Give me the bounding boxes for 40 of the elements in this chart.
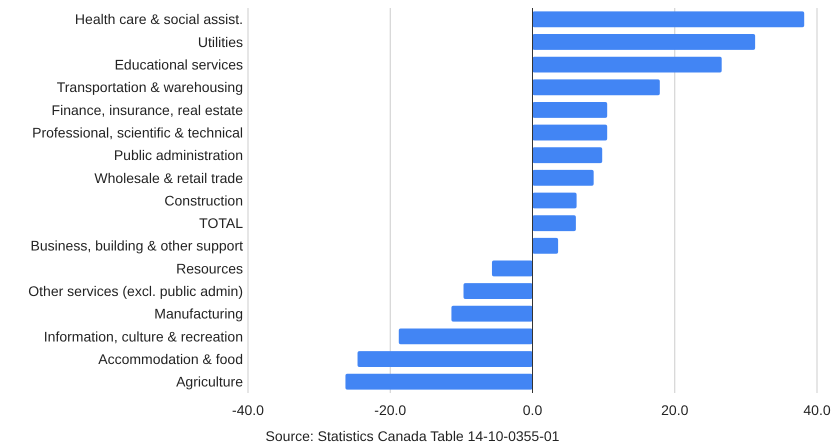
y-tick-label: Health care & social assist.: [74, 11, 243, 28]
bar: [532, 102, 608, 118]
bar: [532, 79, 660, 96]
bar: [532, 238, 558, 254]
x-tick-label: 20.0: [661, 402, 689, 418]
bar: [464, 283, 532, 300]
y-tick-label: Educational services: [114, 56, 243, 73]
bar: [345, 374, 532, 390]
bar: [532, 56, 722, 73]
bar: [532, 215, 576, 232]
y-tick-label: Construction: [164, 192, 243, 208]
bar: [532, 147, 602, 164]
y-tick-label: Resources: [176, 260, 243, 276]
y-tick-label: Finance, insurance, real estate: [52, 102, 244, 118]
y-tick-label: Manufacturing: [154, 306, 243, 322]
y-tick-label: Utilities: [198, 34, 243, 50]
y-tick-label: Public administration: [114, 147, 243, 164]
bar: [532, 192, 577, 208]
bar: [532, 124, 608, 140]
bar: [398, 328, 532, 344]
y-tick-label: Information, culture & recreation: [44, 328, 243, 344]
x-tick-label: 40.0: [803, 402, 831, 418]
bar: [532, 34, 756, 50]
bar: [532, 170, 594, 186]
y-tick-label: Accommodation & food: [98, 350, 243, 367]
y-tick-label: Professional, scientific & technical: [32, 124, 243, 140]
x-tick-label: 0.0: [522, 402, 542, 418]
bar: [492, 260, 532, 276]
source-note: Source: Statistics Canada Table 14-10-0355-01: [266, 428, 560, 444]
y-tick-label: Agriculture: [176, 374, 244, 390]
y-tick-label: Other services (excl. public admin): [28, 282, 243, 299]
y-tick-label: TOTAL: [199, 215, 244, 232]
bar: [358, 351, 532, 367]
y-tick-label: Business, building & other support: [30, 238, 244, 254]
x-tick-label: -40.0: [232, 402, 264, 418]
x-tick-label: -20.0: [374, 402, 406, 418]
y-tick-label: Wholesale & retail trade: [94, 170, 244, 186]
y-tick-label: Transportation & warehousing: [56, 79, 243, 96]
bar: [451, 306, 532, 322]
bar: [532, 11, 804, 28]
